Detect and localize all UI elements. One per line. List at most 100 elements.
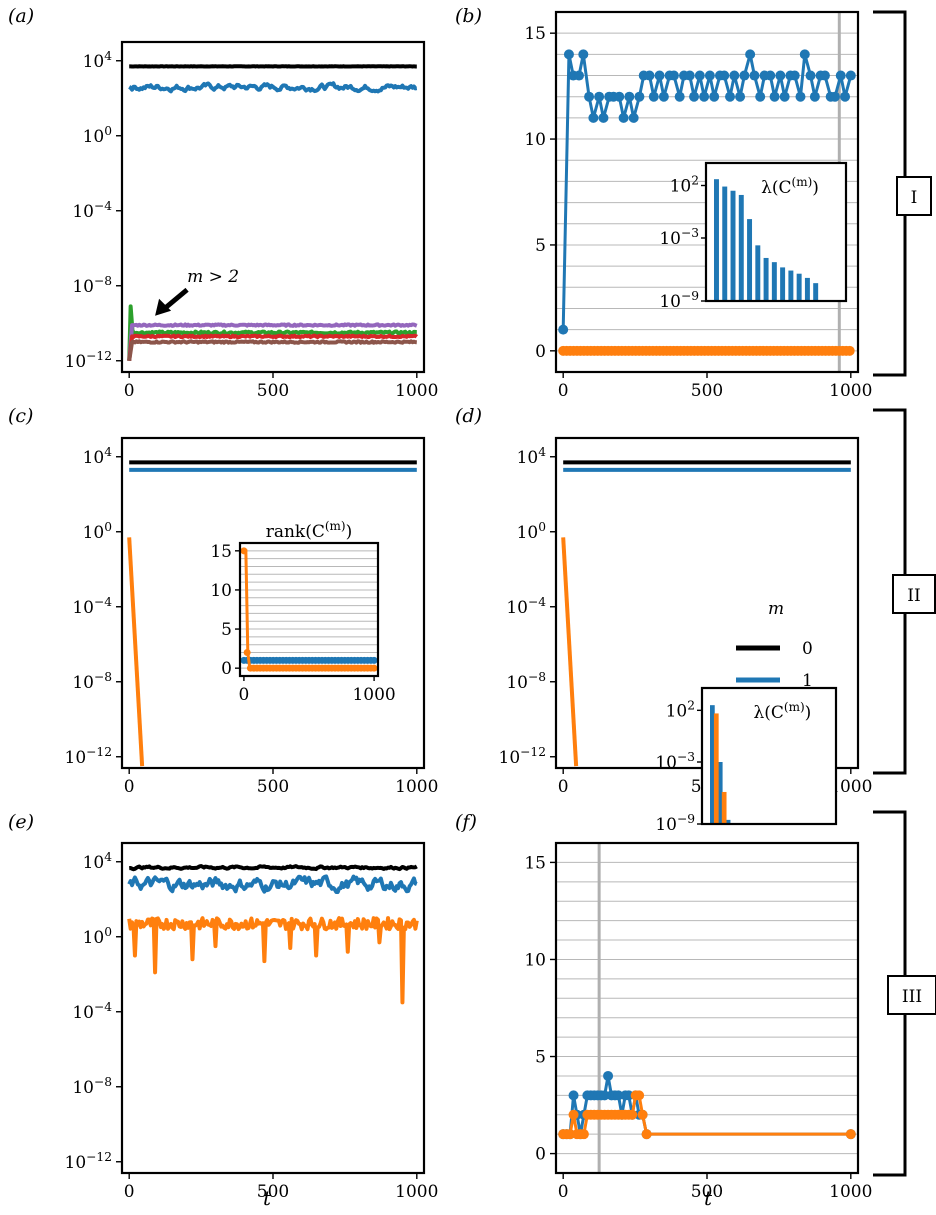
y-tick-label: 104	[517, 445, 547, 468]
y-tick-label: 0	[535, 342, 546, 362]
y-tick-label: 100	[83, 124, 112, 147]
x-tick-label: 1000	[829, 777, 872, 797]
series-group	[558, 49, 856, 356]
inset-point	[243, 649, 251, 657]
inset-bar	[804, 277, 810, 301]
region-box-I	[896, 176, 932, 216]
inset-y-tick-label: 10	[210, 581, 232, 601]
inset-bar	[717, 762, 723, 824]
y-tick-label: 10−8	[72, 274, 112, 297]
series-point	[574, 70, 585, 81]
inset-bar	[755, 245, 761, 301]
series-point	[835, 70, 846, 81]
x-tick-label: 1000	[395, 1182, 438, 1202]
series-point	[749, 70, 760, 81]
x-axis-label-f: t	[704, 1186, 713, 1210]
panel-label-c: (c)	[8, 405, 33, 427]
y-tick-label: 10−8	[72, 670, 112, 693]
inset-f: 102 10−3 10−9 λ(C(m))	[655, 686, 838, 835]
series-point	[584, 91, 595, 102]
x-tick-label: 0	[124, 1182, 135, 1202]
series-point	[739, 70, 750, 81]
inset-frame	[238, 541, 380, 678]
x-tick-label: 0	[124, 381, 135, 401]
series-group	[127, 64, 419, 362]
y-tick-label: 100	[83, 520, 112, 543]
inset-bar	[738, 194, 744, 301]
inset-bar	[730, 190, 736, 301]
x-tick-label: 1000	[829, 1182, 872, 1202]
x-tick-label: 1000	[395, 381, 438, 401]
y-tick-label: 104	[83, 49, 113, 72]
series-point	[588, 112, 599, 123]
series-point	[775, 70, 786, 81]
inset-background	[240, 543, 378, 676]
y-tick-label: 10−12	[65, 745, 112, 768]
series-point	[594, 91, 605, 102]
series-point	[598, 112, 609, 123]
series-point	[745, 49, 756, 60]
inset-point	[240, 547, 248, 555]
region-box-II	[892, 574, 936, 614]
series-point	[719, 70, 730, 81]
series-line-0	[128, 864, 418, 872]
x-axis-label-e: t	[263, 1186, 272, 1210]
legend-label-1: 1	[802, 671, 813, 691]
series-point	[709, 91, 720, 102]
y-tick-label: 10−4	[506, 595, 546, 618]
series-point	[674, 91, 685, 102]
x-tick-label: 0	[558, 381, 569, 401]
inset-bar	[721, 791, 727, 824]
panel-f: 0 500 1000 0 5 10 15 102 10−3 10−9 λ(C(m))	[524, 686, 872, 1202]
series-point	[845, 1129, 856, 1140]
series-point	[627, 1109, 638, 1120]
series-line-2	[127, 537, 145, 767]
y-tick-label: 10−4	[72, 1000, 112, 1023]
series-point	[819, 70, 830, 81]
inset-frame	[700, 686, 838, 826]
series-point	[779, 91, 790, 102]
inset-point	[370, 656, 378, 664]
series-point	[668, 70, 679, 81]
inset-bar	[722, 186, 728, 301]
series-point	[634, 91, 645, 102]
series-point	[729, 70, 740, 81]
series-point	[795, 91, 806, 102]
series-point	[725, 91, 736, 102]
series-point	[845, 70, 856, 81]
panel-b: 0 500 1000 0 5 10 15 102 10−3 10−9 λ(C(m))	[524, 10, 872, 401]
series-point	[648, 91, 659, 102]
y-tick-label: 10	[524, 130, 546, 150]
y-tick-label: 10−4	[72, 595, 112, 618]
series-point	[840, 91, 851, 102]
inset-point	[370, 664, 378, 672]
series-point	[624, 91, 635, 102]
inset-title: λ(C(m))	[753, 700, 811, 723]
series-point	[599, 1090, 610, 1101]
x-tick-label: 1000	[829, 381, 872, 401]
series-point	[654, 70, 665, 81]
series-point	[829, 91, 840, 102]
series-line-2	[127, 916, 419, 1005]
inset-bar	[813, 283, 819, 301]
inset-bar	[763, 257, 769, 301]
y-tick-label: 10	[524, 950, 546, 970]
series-group	[127, 864, 419, 1005]
x-tick-label: 0	[124, 777, 135, 797]
series-point	[805, 70, 816, 81]
series-line-4	[127, 333, 419, 361]
series-line-1	[127, 874, 418, 895]
y-tick-label: 10−12	[499, 745, 546, 768]
series-point	[769, 91, 780, 102]
series-point	[799, 49, 810, 60]
inset-c: 0 5 10 15 0 1000 rank(C(m))	[210, 519, 395, 705]
series-point	[603, 1070, 614, 1081]
x-tick-label: 500	[691, 381, 723, 401]
series-point	[578, 49, 589, 60]
series-line-3	[127, 322, 418, 361]
series-point	[623, 1090, 634, 1101]
series-line-m=1	[563, 1075, 851, 1136]
series-group	[127, 460, 418, 767]
series-point	[614, 91, 625, 102]
panel-label-f: (f)	[455, 811, 477, 833]
